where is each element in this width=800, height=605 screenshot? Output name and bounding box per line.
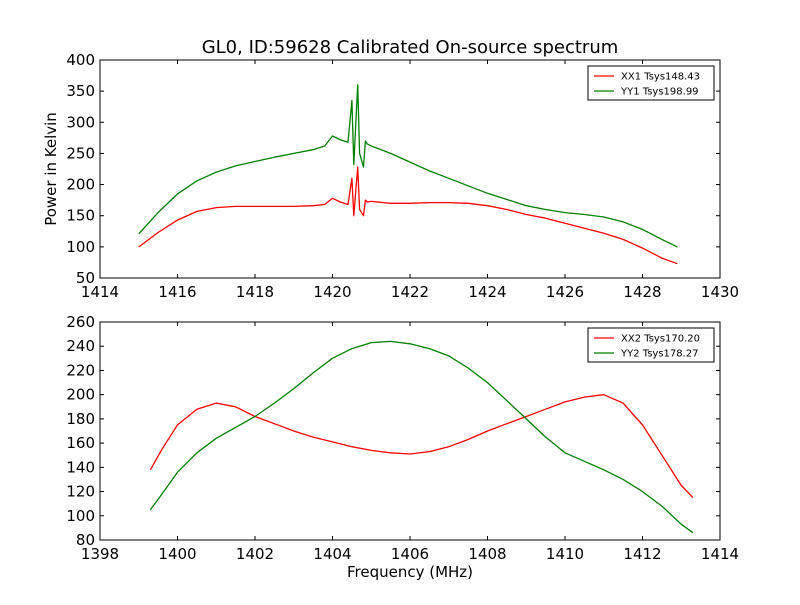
y-tick-label: 150 [66,207,95,225]
legend-label: XX1 Tsys148.43 [621,72,700,83]
x-axis-label: Frequency (MHz) [347,563,473,581]
x-tick-label: 1414 [701,545,739,563]
series-line-xx1 [138,166,678,265]
y-tick-label: 180 [66,410,95,428]
y-tick-label: 240 [66,337,95,355]
legend-label: YY1 Tsys198.99 [620,87,699,98]
chart-title: GL0, ID:59628 Calibrated On-source spect… [202,37,619,58]
y-tick-label: 80 [76,531,95,549]
x-tick-label: 1430 [701,283,739,301]
x-tick-label: 1400 [158,545,196,563]
x-tick-label: 1404 [313,545,351,563]
legend-label: XX2 Tsys170.20 [621,334,700,345]
x-tick-label: 1414 [81,283,119,301]
y-tick-label: 100 [66,507,95,525]
series-line-xx2 [149,394,694,499]
x-tick-label: 1426 [546,283,584,301]
x-tick-label: 1406 [391,545,429,563]
x-tick-label: 1424 [468,283,506,301]
x-tick-label: 1410 [546,545,584,563]
x-tick-label: 1402 [236,545,274,563]
y-tick-label: 200 [66,386,95,404]
y-tick-label: 300 [66,113,95,131]
legend-box [587,327,715,363]
legend: XX1 Tsys148.43 YY1 Tsys198.99 [587,65,715,101]
y-tick-label: 220 [66,361,95,379]
x-tick-label: 1408 [468,545,506,563]
series-line-yy1 [138,84,678,248]
legend: XX2 Tsys170.20 YY2 Tsys178.27 [587,327,715,363]
chart-panel-1: 1414 1416 1418 1420 1422 1424 1426 1428 1430 50 10… [42,51,739,301]
y-tick-label: 250 [66,144,95,162]
y-tick-label: 50 [76,269,95,287]
x-tick-label: 1422 [391,283,429,301]
y-tick-label: 400 [66,51,95,69]
y-tick-label: 160 [66,434,95,452]
y-tick-label: 350 [66,82,95,100]
y-axis-label: Power in Kelvin [42,112,60,226]
y-tick-label: 140 [66,458,95,476]
x-tick-label: 1412 [623,545,661,563]
legend-box [587,65,715,101]
y-tick-label: 200 [66,176,95,194]
x-tick-label: 1416 [158,283,196,301]
y-tick-label: 100 [66,238,95,256]
x-tick-label: 1420 [313,283,351,301]
panels: 1414 1416 1418 1420 1422 1424 1426 1428 1430 50 10… [42,51,739,581]
legend-label: YY2 Tsys178.27 [620,349,699,360]
x-tick-label: 1398 [81,545,119,563]
chart-panel-2: 1398 1400 1402 1404 1406 1408 1410 1412 1414 80 10… [66,313,739,581]
y-tick-label: 120 [66,483,95,501]
y-tick-label: 260 [66,313,95,331]
x-tick-label: 1418 [236,283,274,301]
x-tick-label: 1428 [623,283,661,301]
series-line-yy2 [149,340,694,534]
